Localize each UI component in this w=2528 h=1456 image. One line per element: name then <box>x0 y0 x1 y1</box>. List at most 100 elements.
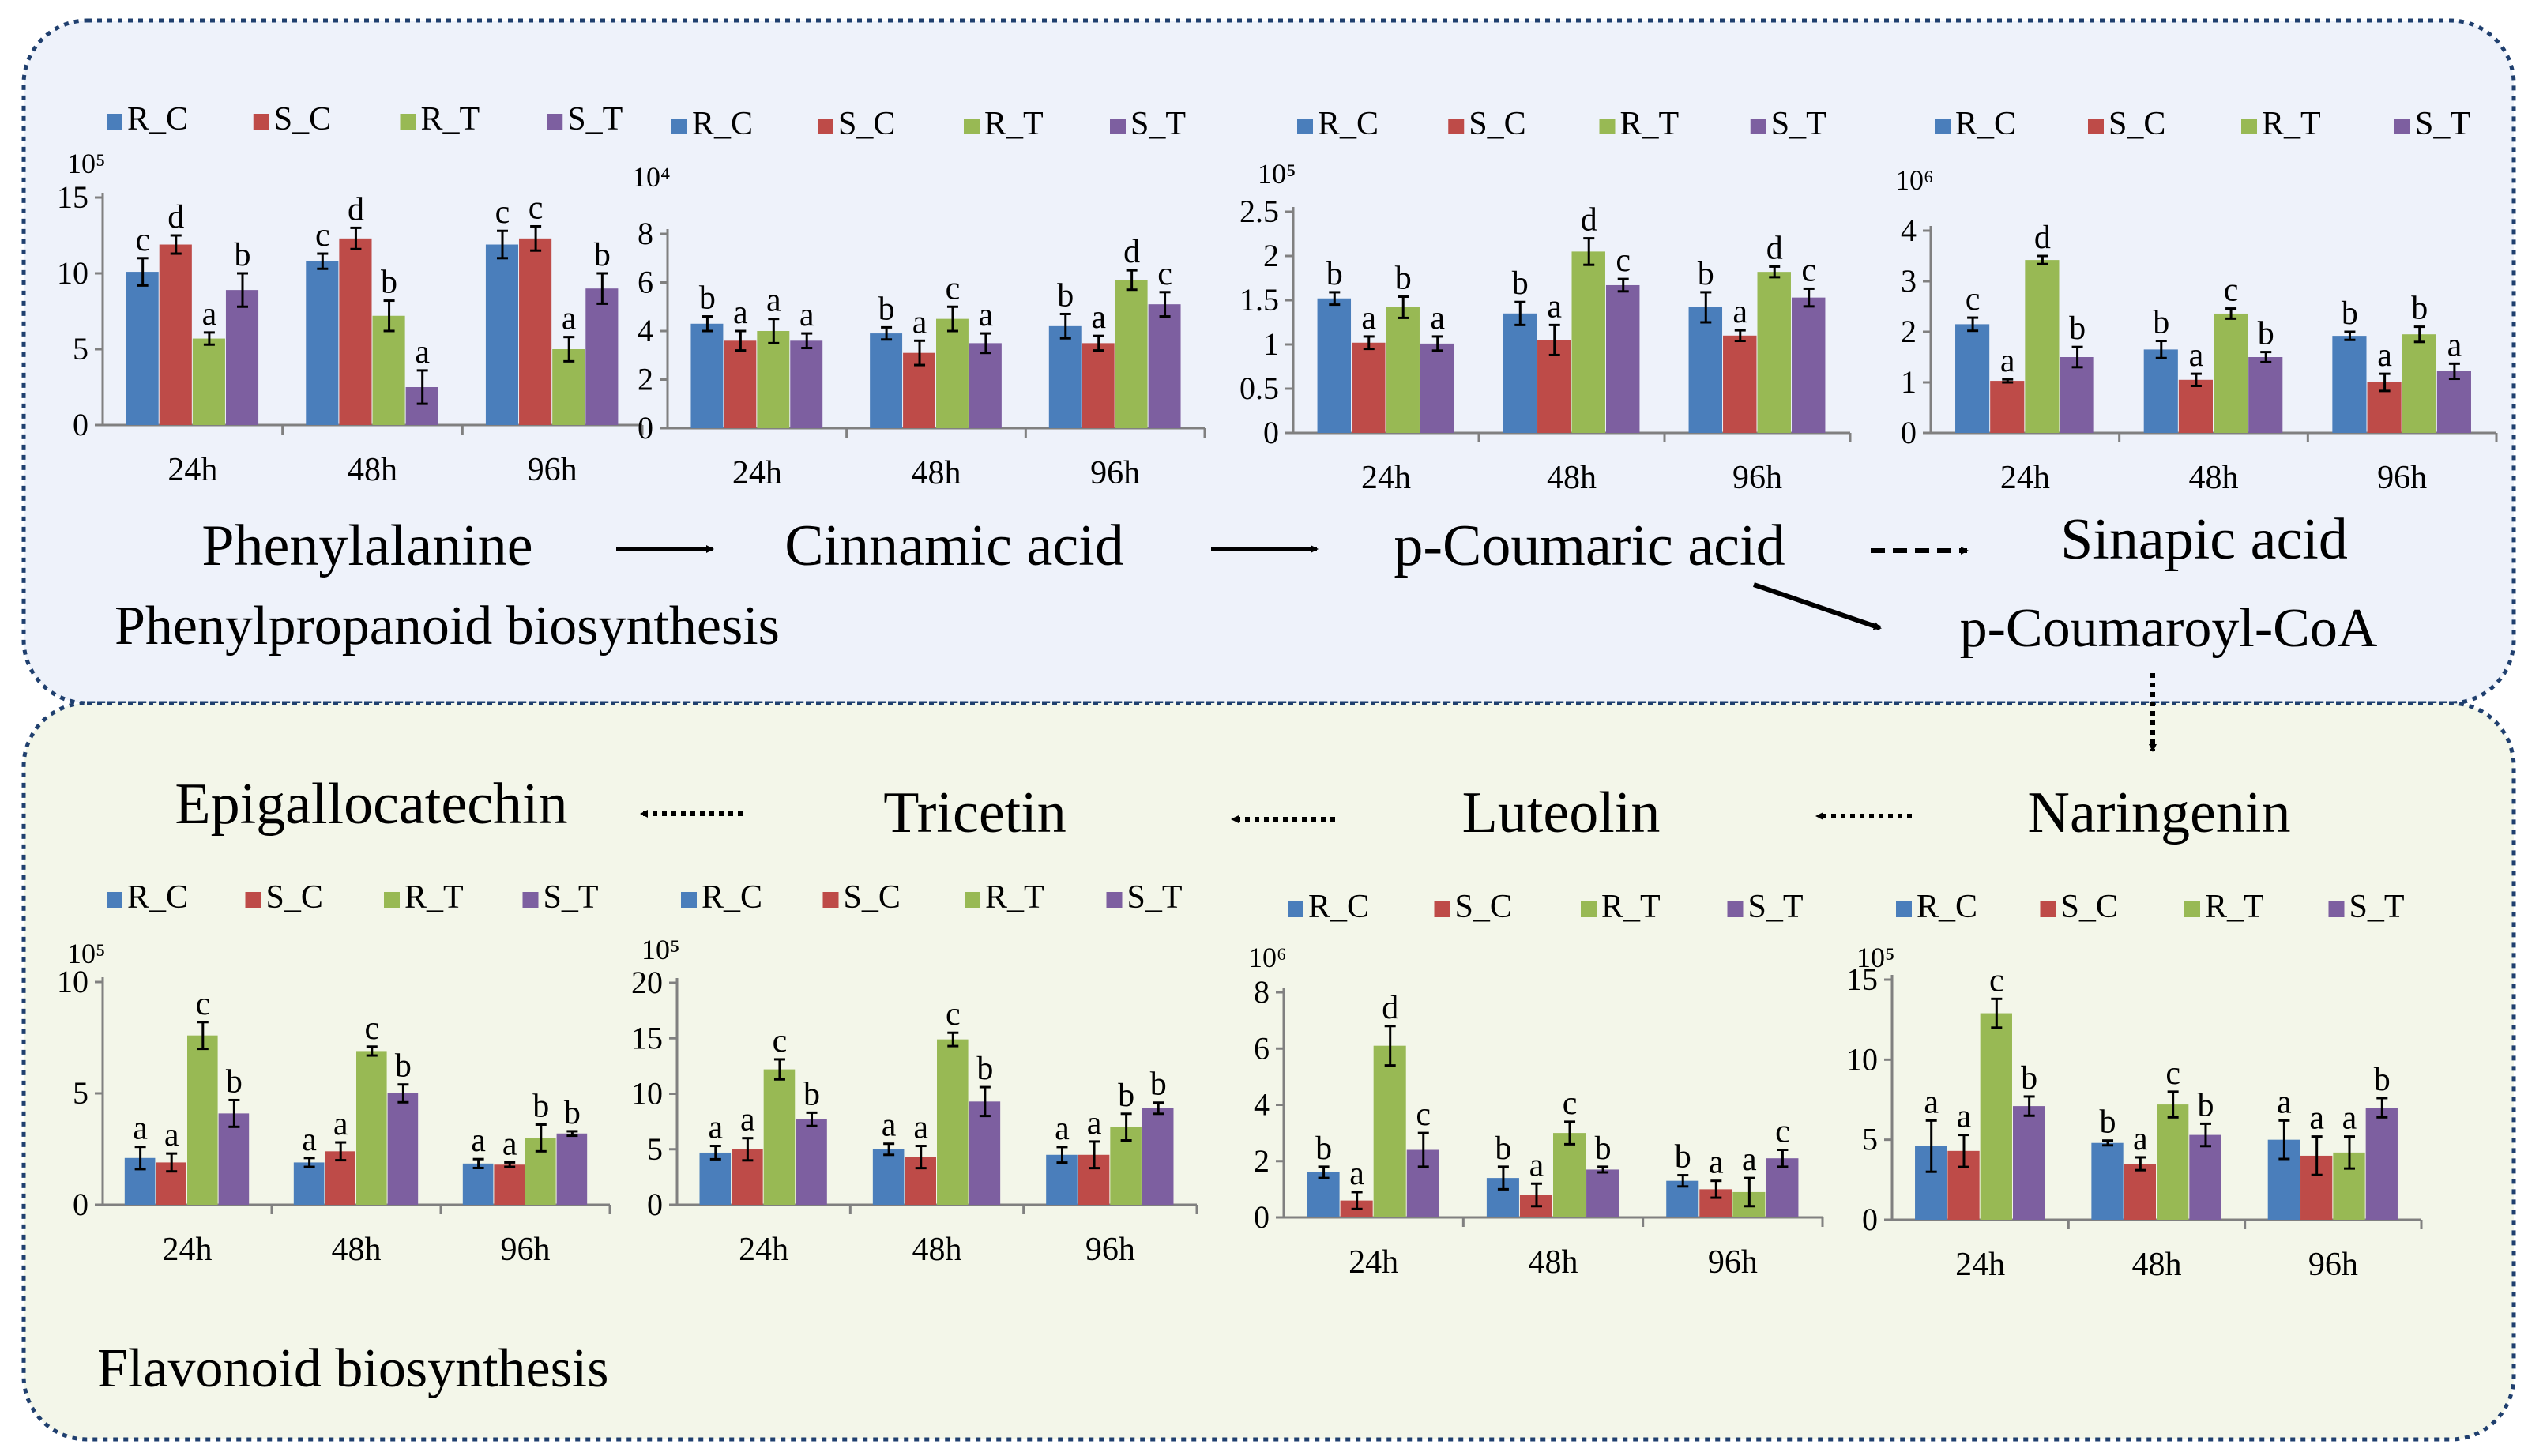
legend-swatch-s-t <box>1110 119 1126 134</box>
bar-s-t <box>790 340 823 428</box>
y-axis-scale: 10⁵ <box>641 934 680 965</box>
x-tick-label: 48h <box>2189 460 2239 496</box>
bar-r-t <box>1553 1133 1586 1217</box>
significance-letter: a <box>1430 300 1445 337</box>
bar-r-c <box>293 1162 325 1205</box>
label-naringenin: Naringenin <box>2028 781 2291 845</box>
significance-letter: b <box>2100 1104 2116 1141</box>
significance-letter: a <box>1547 288 1562 325</box>
bar-s-t <box>1791 297 1826 433</box>
bar-r-t <box>1115 280 1148 428</box>
bar-r-c <box>485 244 519 425</box>
y-tick-label: 15 <box>1846 961 1878 997</box>
y-tick-label: 0 <box>1254 1199 1270 1235</box>
bar-r-t <box>2402 334 2436 433</box>
bar-r-t <box>356 1051 387 1205</box>
legend-label-r-c: R_C <box>1318 106 1379 142</box>
bar-s-t <box>796 1119 827 1205</box>
bar-s-t <box>585 288 619 425</box>
legend-label-s-t: S_T <box>2415 106 2470 142</box>
significance-letter: a <box>2377 337 2392 374</box>
significance-letter: a <box>1709 1145 1724 1181</box>
significance-letter: b <box>2069 310 2086 347</box>
legend-swatch-s-t <box>522 892 539 908</box>
y-tick-label: 2 <box>638 362 653 397</box>
significance-letter: b <box>1315 1131 1332 1167</box>
y-tick-label: 0 <box>647 1187 663 1222</box>
legend-label-r-t: R_T <box>2262 106 2321 142</box>
significance-letter: a <box>2309 1100 2324 1137</box>
legend-label-s-t: S_T <box>567 101 623 137</box>
legend-swatch-r-t <box>965 892 980 908</box>
significance-letter: a <box>2447 327 2462 363</box>
legend-swatch-s-t <box>547 114 563 130</box>
significance-letter: a <box>202 296 217 333</box>
bar-s-c <box>519 238 552 425</box>
x-tick-label: 96h <box>501 1232 551 1268</box>
significance-letter: b <box>2197 1087 2214 1123</box>
significance-letter: c <box>1801 252 1816 288</box>
label-phenylalanine: Phenylalanine <box>201 514 532 578</box>
legend-label-s-c: S_C <box>1455 889 1512 925</box>
bar-r-t <box>2157 1104 2189 1220</box>
significance-letter: b <box>235 237 251 273</box>
x-tick-label: 96h <box>1085 1232 1135 1268</box>
legend-label-s-c: S_C <box>844 879 901 916</box>
bar-s-t <box>2060 357 2094 433</box>
significance-letter: a <box>2133 1121 2148 1157</box>
y-tick-label: 1 <box>1901 364 1917 400</box>
legend-label-r-t: R_T <box>404 879 464 916</box>
bar-r-c <box>690 323 724 428</box>
significance-letter: c <box>1416 1097 1431 1133</box>
y-tick-label: 0 <box>1901 415 1917 450</box>
x-tick-label: 24h <box>163 1232 213 1268</box>
label-phenylpropanoid-biosynthesis: Phenylpropanoid biosynthesis <box>115 596 780 657</box>
legend-swatch-s-c <box>822 892 839 908</box>
x-tick-label: 96h <box>2377 460 2427 496</box>
legend-label-r-c: R_C <box>702 879 762 916</box>
significance-letter: a <box>2342 1100 2357 1137</box>
label-luteolin: Luteolin <box>1462 781 1661 845</box>
significance-letter: a <box>333 1106 348 1142</box>
significance-letter: b <box>594 237 611 273</box>
legend-swatch-r-t <box>1581 901 1597 917</box>
chart-sinapic-acid: R_C S_C R_T S_T10⁶0123424hcadb48hbacb96hbab… <box>1895 106 2498 496</box>
legend-swatch-r-c <box>107 892 122 908</box>
x-tick-label: 24h <box>1349 1244 1398 1281</box>
legend-label-s-c: S_C <box>838 106 895 142</box>
x-tick-label: 24h <box>739 1232 788 1268</box>
x-tick-label: 96h <box>1732 460 1782 496</box>
legend-swatch-r-t <box>1599 119 1616 134</box>
y-tick-label: 10 <box>57 255 88 291</box>
bar-r-c <box>1048 325 1082 428</box>
legend-swatch-r-t <box>2184 901 2200 917</box>
legend-label-r-t: R_T <box>2205 889 2264 925</box>
legend-label-s-c: S_C <box>1469 106 1525 142</box>
bar-s-c <box>2178 379 2213 433</box>
bar-s-t <box>556 1133 588 1205</box>
x-tick-label: 48h <box>1529 1244 1578 1281</box>
significance-letter: b <box>2153 305 2169 341</box>
significance-letter: d <box>2034 220 2051 256</box>
significance-letter: b <box>564 1095 581 1131</box>
legend-swatch-r-c <box>1288 901 1304 917</box>
label-flavonoid-biosynthesis: Flavonoid biosynthesis <box>97 1338 609 1399</box>
legend-swatch-s-c <box>818 119 833 134</box>
x-tick-label: 48h <box>1547 460 1597 496</box>
y-tick-label: 1 <box>1263 326 1279 362</box>
x-tick-label: 48h <box>912 1232 962 1268</box>
bar-s-c <box>1990 381 2025 433</box>
bar-r-c <box>126 272 159 425</box>
y-tick-label: 0 <box>73 407 88 442</box>
legend-label-r-c: R_C <box>1308 889 1369 925</box>
legend-label-s-c: S_C <box>274 101 331 137</box>
significance-letter: a <box>1349 1156 1364 1192</box>
y-axis-scale: 10⁵ <box>1856 942 1895 973</box>
bar-s-t <box>1605 284 1640 433</box>
significance-letter: a <box>164 1117 179 1153</box>
bar-r-c <box>1317 298 1352 433</box>
significance-letter: b <box>803 1076 820 1112</box>
